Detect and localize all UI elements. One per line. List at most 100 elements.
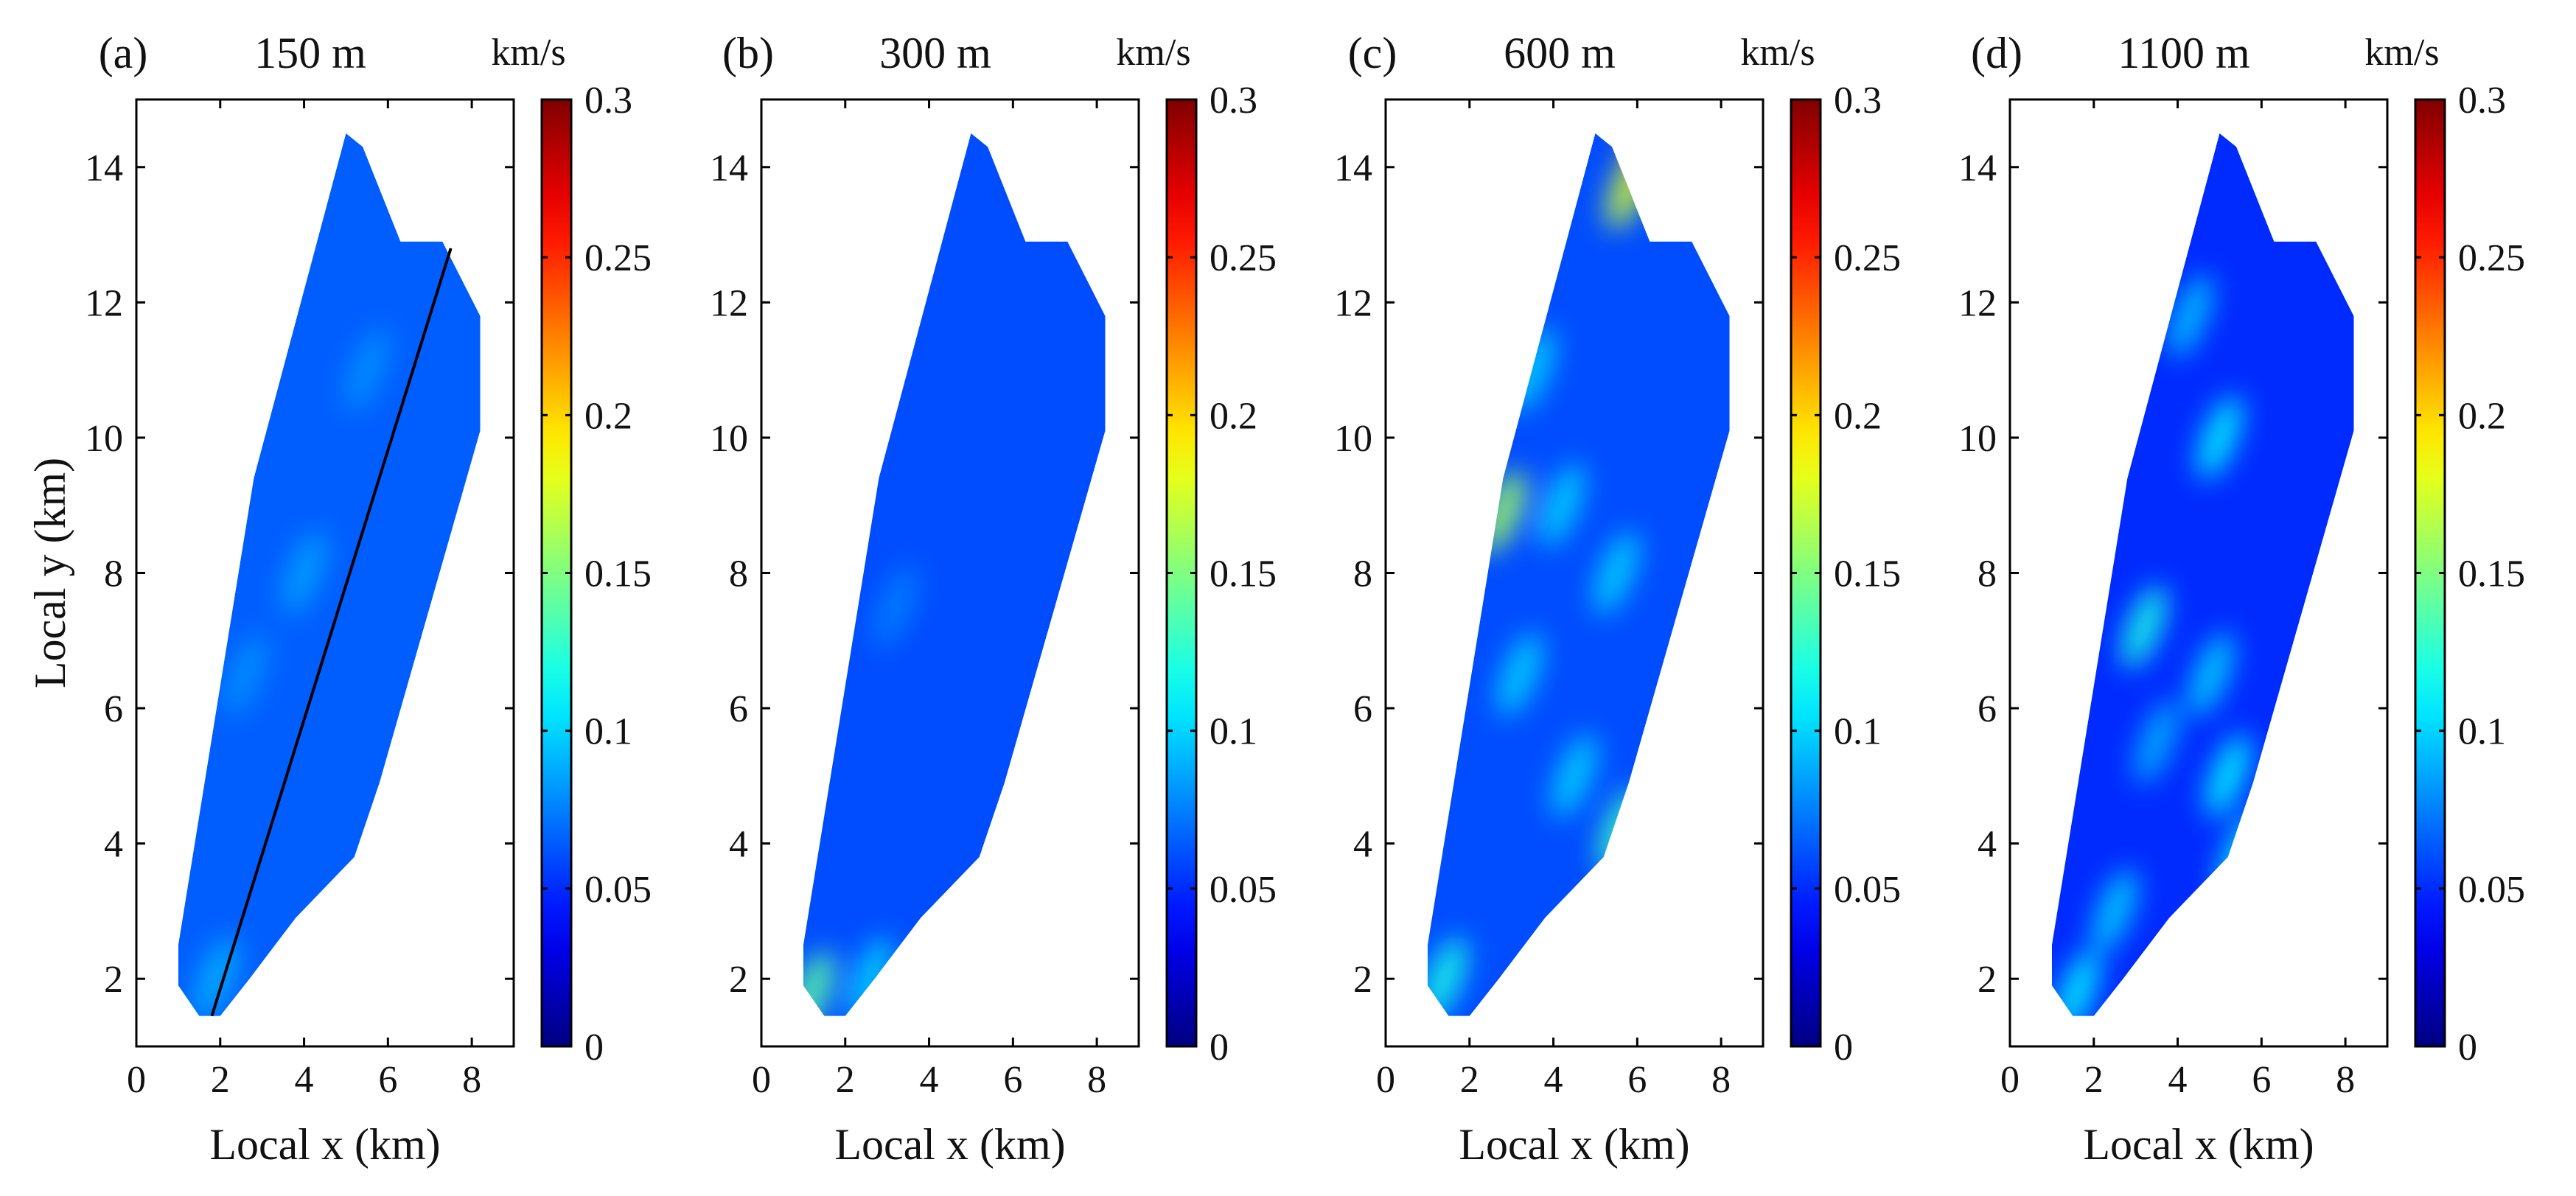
- colorbar-tick-label: 0: [2458, 1027, 2477, 1069]
- field-anomalies: [193, 328, 390, 1016]
- y-tick-label: 6: [729, 688, 748, 730]
- field-anomaly-1: [2168, 274, 2213, 357]
- x-tick-label: 8: [1711, 1059, 1731, 1101]
- field-anomaly-8: [1594, 531, 1639, 615]
- field-base: [178, 133, 481, 1016]
- y-tick-label: 12: [85, 282, 123, 324]
- field-anomaly-7: [1551, 734, 1597, 818]
- y-tick-label: 4: [1978, 824, 1997, 866]
- colorbar-tick-label: 0.05: [584, 869, 652, 911]
- colorbar-unit: km/s: [1740, 32, 1815, 74]
- colorbar-tick-label: 0.2: [1834, 395, 1882, 437]
- colorbar-tick-label: 0.15: [584, 553, 652, 595]
- colorbar-tick-label: 0.05: [1834, 869, 1901, 911]
- y-tick-label: 6: [1353, 688, 1372, 730]
- field-anomaly-5: [2205, 734, 2251, 818]
- panel-1: 0 2 4 6 8 2 4 6 8 10 12 14 Local x (km) Local y (km) (…: [26, 29, 652, 1169]
- y-tick-label: 10: [1958, 418, 1997, 460]
- y-axis-title: Local y (km): [26, 458, 74, 688]
- colorbar-tick-label: 0.25: [1834, 237, 1901, 279]
- x-axis-title: Local x (km): [2083, 1120, 2314, 1169]
- field-anomaly-4: [344, 328, 390, 412]
- panel-label: (c): [1348, 29, 1397, 77]
- x-tick-label: 2: [2084, 1059, 2104, 1101]
- y-tick-label: 12: [1334, 282, 1372, 324]
- field-base: [803, 133, 1106, 1016]
- y-tick-label: 14: [1958, 147, 1997, 189]
- colorbar-tick-label: 0.25: [584, 237, 652, 279]
- field-anomaly-4: [2188, 632, 2234, 716]
- colorbar-tick-label: 0.2: [2458, 395, 2506, 437]
- colorbar: 0 0.05 0.1 0.15 0.2 0.25 0.3 km/s: [491, 32, 652, 1069]
- field-anomaly-6: [1497, 632, 1543, 716]
- y-tick-label: 8: [1978, 553, 1997, 595]
- x-tick-label: 0: [1376, 1059, 1395, 1101]
- x-tick-label: 0: [127, 1059, 146, 1101]
- x-tick-label: 0: [752, 1059, 771, 1101]
- x-axis-title: Local x (km): [209, 1120, 440, 1169]
- field-base: [1427, 133, 1730, 1016]
- panel-title: 150 m: [254, 29, 366, 77]
- colorbar-tick-label: 0.15: [1210, 553, 1277, 595]
- colorbar-tick-label: 0.25: [2458, 237, 2525, 279]
- x-tick-label: 2: [211, 1059, 230, 1101]
- x-axis-title: Local x (km): [1459, 1120, 1689, 1169]
- colorbar: 0 0.05 0.1 0.15 0.2 0.25 0.3 km/s: [1740, 32, 1901, 1069]
- y-tick-label: 10: [1334, 418, 1372, 460]
- panel-2: 0 2 4 6 8 2 4 6 8 10 12 14 Local x (km) (b) 300 m 0 0.05…: [710, 29, 1277, 1169]
- colorbar-tick-label: 0.1: [1210, 711, 1257, 753]
- panel-label: (a): [99, 29, 148, 77]
- y-tick-label: 10: [85, 418, 123, 460]
- x-tick-label: 6: [1627, 1059, 1647, 1101]
- field-anomaly-2: [282, 531, 327, 615]
- colorbar-tick-label: 0.3: [2458, 80, 2506, 122]
- colorbar-unit: km/s: [2364, 32, 2439, 74]
- x-tick-label: 8: [1087, 1059, 1106, 1101]
- colorbar-tick-label: 0.3: [1834, 80, 1882, 122]
- field-anomaly-3: [223, 632, 268, 716]
- colorbar-tick-label: 0: [1834, 1027, 1853, 1069]
- y-tick-label: 8: [1353, 553, 1372, 595]
- colorbar-tick-label: 0.05: [1210, 869, 1277, 911]
- field-anomaly-1: [803, 951, 834, 1016]
- panel-label: (d): [1971, 29, 2022, 77]
- y-tick-label: 12: [710, 282, 748, 324]
- x-tick-label: 2: [1460, 1059, 1479, 1101]
- x-tick-label: 8: [2336, 1059, 2355, 1101]
- colorbar-tick-label: 0.1: [1834, 711, 1882, 753]
- x-tick-label: 2: [836, 1059, 855, 1101]
- x-tick-label: 6: [378, 1059, 397, 1101]
- x-tick-label: 4: [295, 1059, 314, 1101]
- y-tick-label: 14: [710, 147, 748, 189]
- field-anomaly-1: [193, 937, 239, 1016]
- x-tick-label: 4: [920, 1059, 939, 1101]
- colorbar-tick-label: 0.25: [1210, 237, 1277, 279]
- y-tick-label: 6: [104, 688, 123, 730]
- colorbar-tick-label: 0.15: [2458, 553, 2525, 595]
- profile-line: [210, 248, 453, 1017]
- y-tick-label: 14: [85, 147, 123, 189]
- y-tick-label: 12: [1958, 282, 1997, 324]
- x-tick-label: 0: [2000, 1059, 2020, 1101]
- colorbar-tick-label: 0.2: [584, 395, 632, 437]
- colorbar-tick-label: 0.15: [1834, 553, 1901, 595]
- colorbar-tick-label: 0: [1210, 1027, 1229, 1069]
- panel-4: 0 2 4 6 8 2 4 6 8 10 12 14 Local x (km) (d) 1100 m 0 0.0…: [1958, 29, 2525, 1169]
- y-tick-label: 2: [1353, 959, 1372, 1001]
- colorbar-tick-label: 0.3: [584, 80, 632, 122]
- y-tick-label: 4: [104, 824, 123, 866]
- x-tick-label: 6: [2252, 1059, 2271, 1101]
- field-anomaly-7: [2092, 870, 2137, 953]
- field-anomaly-3: [873, 565, 918, 648]
- x-tick-label: 4: [2168, 1059, 2188, 1101]
- y-tick-label: 14: [1334, 147, 1372, 189]
- colorbar-tick-label: 0.1: [584, 711, 632, 753]
- panel-label: (b): [722, 29, 774, 77]
- colorbar-tick-label: 0: [584, 1027, 604, 1069]
- colorbar: 0 0.05 0.1 0.15 0.2 0.25 0.3 km/s: [2364, 32, 2525, 1069]
- velocity-field: [2051, 133, 2354, 1016]
- velocity-field: [178, 133, 481, 1016]
- panel-3: 0 2 4 6 8 2 4 6 8 10 12 14 Local x (km) (c) 600 m 0 0.05…: [1334, 29, 1901, 1169]
- x-tick-label: 8: [462, 1059, 481, 1101]
- colorbar-unit: km/s: [491, 32, 565, 74]
